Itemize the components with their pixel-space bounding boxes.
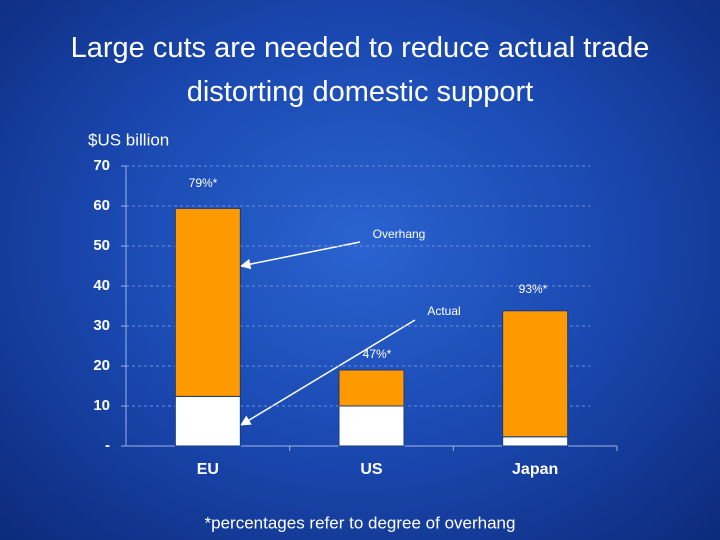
bar-segment xyxy=(174,395,241,447)
bar-segment xyxy=(502,436,569,447)
callout-label: Actual xyxy=(427,304,460,318)
y-axis-label: $US billion xyxy=(88,130,169,149)
x-tick-label: US xyxy=(360,461,383,478)
y-tick-label: 30 xyxy=(93,317,110,334)
y-tick-label: 10 xyxy=(93,397,110,414)
bar-segment xyxy=(174,207,241,397)
y-tick-label: 60 xyxy=(93,197,110,214)
chart-title: Large cuts are needed to reduce actual t… xyxy=(70,32,650,108)
y-tick-label: 70 xyxy=(93,157,110,174)
percent-annotation: 93%* xyxy=(519,282,548,296)
bar-segment xyxy=(338,405,405,447)
percent-annotation: 47%* xyxy=(363,347,392,361)
y-tick-label: 50 xyxy=(93,237,110,254)
y-tick-label: 20 xyxy=(93,357,110,374)
callout-arrow xyxy=(240,319,416,426)
percent-annotation: 79%* xyxy=(189,176,218,190)
y-tick-label: - xyxy=(105,437,110,454)
y-tick-label: 40 xyxy=(93,277,110,294)
callout-arrow xyxy=(239,241,361,270)
bar-segment xyxy=(502,310,569,438)
footnote: *percentages refer to degree of overhang xyxy=(205,513,516,532)
bar-segment xyxy=(338,369,405,407)
callout-label: Overhang xyxy=(373,227,426,241)
x-tick-label: Japan xyxy=(512,461,558,478)
x-tick-label: EU xyxy=(197,461,219,478)
